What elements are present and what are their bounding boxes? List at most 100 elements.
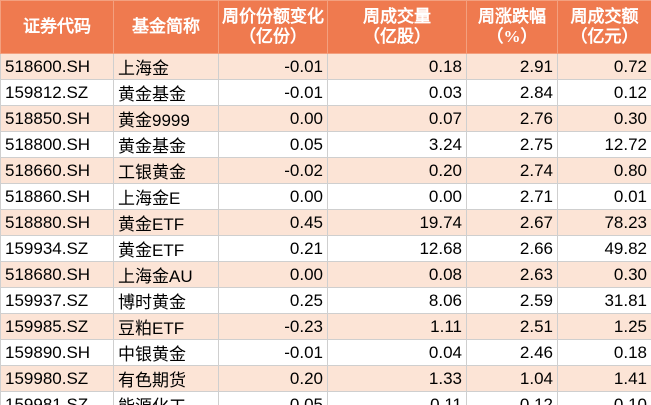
table-cell: 0.45 [218, 209, 328, 236]
table-cell: 518600.SH [0, 53, 114, 80]
table-row: 518850.SH 黄金9999 0.00 0.07 2.76 0.30 [0, 105, 651, 132]
table-cell: 2.74 [466, 157, 558, 184]
table-cell: 2.71 [466, 183, 558, 210]
table-row: 159981.SZ能源化工0.050.110.120.10 [0, 391, 651, 405]
table-cell: 159812.SZ [0, 79, 114, 106]
table-cell: 黄金基金 [113, 79, 219, 106]
table-row: 518880.SH 黄金ETF 0.45 19.74 2.67 78.23 [0, 209, 651, 236]
table-row: 159980.SZ 有色期货 0.20 1.33 1.04 1.41 [0, 365, 651, 392]
header-text: 周成交量 [363, 7, 431, 26]
table-cell: 0.04 [327, 339, 467, 366]
table-row: 518600.SH 上海金 -0.01 0.18 2.91 0.72 [0, 53, 651, 80]
table-cell: 159981.SZ [0, 391, 114, 405]
header-text: （亿股） [363, 27, 431, 46]
table-cell: -0.01 [218, 53, 328, 80]
table-cell: 0.08 [327, 261, 467, 288]
table-row: 159934.SZ 黄金ETF 0.21 12.68 2.66 49.82 [0, 235, 651, 262]
table-cell: 518660.SH [0, 157, 114, 184]
table-cell: 159980.SZ [0, 365, 114, 392]
table-cell: 2.67 [466, 209, 558, 236]
table-cell: -0.01 [218, 79, 328, 106]
table-cell: 0.00 [218, 183, 328, 210]
table-cell: 12.68 [327, 235, 467, 262]
table-cell: 78.23 [557, 209, 651, 236]
table-cell: 49.82 [557, 235, 651, 262]
header-text: （%） [486, 27, 538, 46]
header-text: 周成交额 [570, 7, 639, 26]
table-cell: 518800.SH [0, 131, 114, 158]
header-cell: 周涨跌幅 （%） [466, 0, 558, 54]
table-cell: 0.11 [327, 391, 467, 405]
table-cell: 0.00 [218, 261, 328, 288]
table-cell: 19.74 [327, 209, 467, 236]
table-cell: 0.18 [327, 53, 467, 80]
table-cell: 博时黄金 [113, 287, 219, 314]
table-cell: 0.12 [466, 391, 558, 405]
table-cell: 0.05 [218, 391, 328, 405]
table-cell: 黄金ETF [113, 235, 219, 262]
table-cell: 159890.SH [0, 339, 114, 366]
table-cell: 2.75 [466, 131, 558, 158]
table-cell: 0.05 [218, 131, 328, 158]
table-cell: 0.01 [557, 183, 651, 210]
header-text: 周涨跌幅 [478, 7, 546, 26]
table-row: 159985.SZ 豆粕ETF -0.23 1.11 2.51 1.25 [0, 313, 651, 340]
table-cell: 0.07 [327, 105, 467, 132]
table-cell: 豆粕ETF [113, 313, 219, 340]
table-cell: 159937.SZ [0, 287, 114, 314]
table-cell: 工银黄金 [113, 157, 219, 184]
table-cell: 0.00 [218, 105, 328, 132]
table-cell: 1.25 [557, 313, 651, 340]
table-cell: 0.10 [557, 391, 651, 405]
header-text: （亿元） [570, 27, 639, 46]
table-cell: 0.72 [557, 53, 651, 80]
table-cell: 2.91 [466, 53, 558, 80]
table-cell: -0.01 [218, 339, 328, 366]
table-cell: 0.18 [557, 339, 651, 366]
table-cell: 159985.SZ [0, 313, 114, 340]
table-cell: 12.72 [557, 131, 651, 158]
table-cell: 0.00 [327, 183, 467, 210]
table-cell: 0.12 [557, 79, 651, 106]
header-cell: 证券代码 [0, 0, 114, 54]
table-cell: 518680.SH [0, 261, 114, 288]
header-cell: 周成交额 （亿元） [557, 0, 651, 54]
table-cell: 0.80 [557, 157, 651, 184]
table-cell: 中银黄金 [113, 339, 219, 366]
table-cell: 0.30 [557, 261, 651, 288]
table-row: 159890.SH 中银黄金 -0.01 0.04 2.46 0.18 [0, 339, 651, 366]
table-cell: 1.41 [557, 365, 651, 392]
table-cell: 黄金基金 [113, 131, 219, 158]
table-cell: 8.06 [327, 287, 467, 314]
table-row: 518660.SH 工银黄金 -0.02 0.20 2.74 0.80 [0, 157, 651, 184]
table-cell: 2.66 [466, 235, 558, 262]
header-cell: 周成交量 （亿股） [327, 0, 467, 54]
table-cell: 159934.SZ [0, 235, 114, 262]
table-cell: 518860.SH [0, 183, 114, 210]
table-row: 159937.SZ 博时黄金 0.25 8.06 2.59 31.81 [0, 287, 651, 314]
table-cell: 2.84 [466, 79, 558, 106]
table-cell: 1.33 [327, 365, 467, 392]
table-cell: 0.21 [218, 235, 328, 262]
table-cell: 上海金E [113, 183, 219, 210]
table-row: 518860.SH 上海金E 0.00 0.00 2.71 0.01 [0, 183, 651, 210]
table-cell: 1.04 [466, 365, 558, 392]
table-cell: 518880.SH [0, 209, 114, 236]
table-cell: 1.11 [327, 313, 467, 340]
table-cell: 上海金 [113, 53, 219, 80]
table-cell: 2.46 [466, 339, 558, 366]
table-cell: 0.20 [218, 365, 328, 392]
table-cell: 3.24 [327, 131, 467, 158]
header-cell: 基金简称 [113, 0, 219, 54]
table-cell: 能源化工 [113, 391, 219, 405]
table-cell: 2.63 [466, 261, 558, 288]
table-cell: -0.23 [218, 313, 328, 340]
table-cell: 有色期货 [113, 365, 219, 392]
table-cell: 0.20 [327, 157, 467, 184]
header-text: 证券代码 [23, 17, 91, 36]
table-cell: -0.02 [218, 157, 328, 184]
table-cell: 黄金9999 [113, 105, 219, 132]
header-row: 证券代码 基金简称 周价份额变化 （亿份） 周成交量 （亿股） 周涨跌幅 （%） 周成交额 （亿元… [0, 0, 651, 54]
